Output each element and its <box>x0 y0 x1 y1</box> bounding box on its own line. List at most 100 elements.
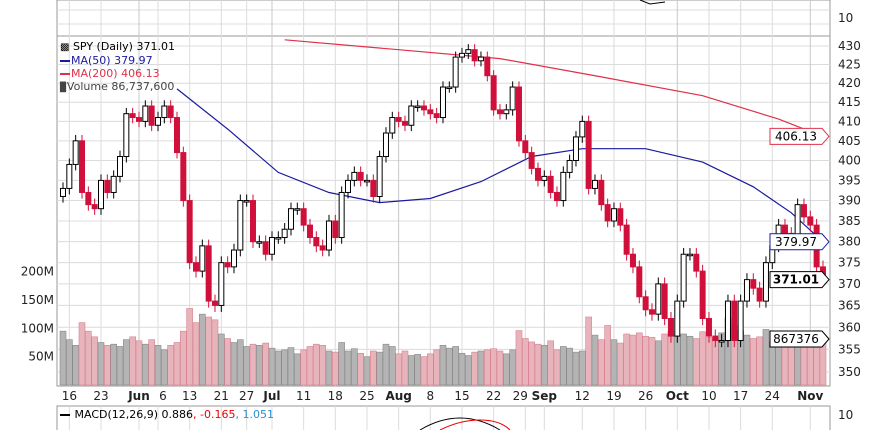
candle-body <box>724 300 731 342</box>
date-tick-label: 29 <box>513 389 528 403</box>
legend-symbol: ▩ SPY (Daily) 371.01 <box>60 40 175 54</box>
candle-body <box>414 105 421 109</box>
candle-body <box>477 56 484 62</box>
candle-body <box>142 105 149 122</box>
volume-bar <box>534 343 542 386</box>
volume-bar <box>281 349 288 386</box>
volume-bar <box>262 342 269 386</box>
volume-bar <box>401 350 409 386</box>
candle-body <box>712 335 719 342</box>
last-price-tag: 371.01 <box>773 273 819 287</box>
volume-bar <box>617 342 624 386</box>
volume-bar <box>756 336 763 386</box>
macd-hist: , 1.051 <box>235 408 274 421</box>
candle-body <box>433 113 440 119</box>
price-tick-label: 425 <box>838 58 861 72</box>
candle-body <box>60 187 66 198</box>
candle-body <box>186 200 193 264</box>
volume-bar <box>389 346 396 386</box>
candle-body <box>281 228 288 239</box>
candle-body <box>737 300 744 342</box>
candle-body <box>693 253 700 272</box>
candle-body <box>661 283 668 319</box>
candle-body <box>699 270 706 319</box>
volume-bar <box>509 349 516 386</box>
candle-body <box>230 249 237 268</box>
candle-body <box>180 152 187 202</box>
candle-body <box>553 191 560 202</box>
date-tick-label: 6 <box>159 389 167 403</box>
volume-bar <box>800 341 808 386</box>
macd-signal: , -0.165 <box>193 408 236 421</box>
candle-body <box>351 171 358 181</box>
volume-bar <box>692 338 700 386</box>
price-tick-label: 430 <box>838 39 861 53</box>
price-tick-label: 395 <box>838 173 861 187</box>
candle-body <box>617 208 624 226</box>
volume-bar <box>787 345 795 386</box>
volume-bar <box>85 330 92 386</box>
date-tick-label: Nov <box>797 389 823 403</box>
candle-body <box>610 208 617 222</box>
candle-body <box>262 241 269 255</box>
volume-bar <box>749 338 757 386</box>
volume-bar <box>161 349 168 386</box>
candle-body <box>268 237 275 255</box>
price-tick-label: 385 <box>838 214 861 228</box>
candle-body <box>294 208 301 211</box>
candle-body <box>642 296 649 311</box>
candle-body <box>541 175 548 181</box>
volume-bar <box>699 331 706 386</box>
top-panel-axis-label: 10 <box>838 11 853 25</box>
volume-bar <box>199 313 206 386</box>
volume-bar <box>186 308 193 386</box>
volume-bar <box>439 345 447 386</box>
volume-bar <box>636 332 643 386</box>
volume-bar <box>686 335 694 386</box>
volume-bar <box>129 336 136 386</box>
price-tick-label: 390 <box>838 194 861 208</box>
date-tick-label: 18 <box>328 389 343 403</box>
volume-bar <box>768 341 776 386</box>
date-tick-label: 15 <box>454 389 469 403</box>
volume-bar <box>123 339 130 386</box>
volume-bar <box>496 350 504 386</box>
volume-bar <box>623 333 630 386</box>
volume-bar <box>256 345 263 386</box>
candle-body <box>503 109 510 115</box>
macd-swatch-icon <box>60 414 70 416</box>
volume-bar <box>515 330 523 386</box>
volume-bar <box>560 346 567 386</box>
volume-bar <box>705 337 713 386</box>
candle-body <box>161 105 168 119</box>
ma50-price-tag-box <box>769 233 830 251</box>
volume-bar <box>249 343 257 386</box>
volume-bar <box>572 351 580 386</box>
date-tick-label: 11 <box>296 389 311 403</box>
candle-body <box>205 245 212 302</box>
date-tick-label: 13 <box>182 389 197 403</box>
volume-bar <box>806 343 814 386</box>
candle-body <box>515 86 522 142</box>
candle-body <box>243 200 250 203</box>
volume-bar <box>598 339 605 386</box>
candle-body <box>528 152 535 169</box>
candle-body <box>211 300 218 306</box>
volume-bar <box>154 345 162 386</box>
volume-bar <box>762 329 770 386</box>
volume-bar <box>629 334 637 386</box>
candle-body <box>192 262 199 272</box>
volume-bar <box>72 345 79 386</box>
legend-volume: ▉Volume 86,737,600 <box>60 80 175 95</box>
candle-body <box>705 317 712 337</box>
macd-signal-line <box>439 419 511 430</box>
date-tick-label: 22 <box>486 389 501 403</box>
top-indicator-line <box>639 0 666 5</box>
volume-tick-label: 200M <box>21 265 54 279</box>
candle-body <box>344 179 351 193</box>
candle-body <box>306 224 313 239</box>
candle-body <box>91 204 98 210</box>
volume-bar <box>230 342 238 386</box>
ma50-line <box>176 88 824 243</box>
date-tick-label: 19 <box>606 389 621 403</box>
